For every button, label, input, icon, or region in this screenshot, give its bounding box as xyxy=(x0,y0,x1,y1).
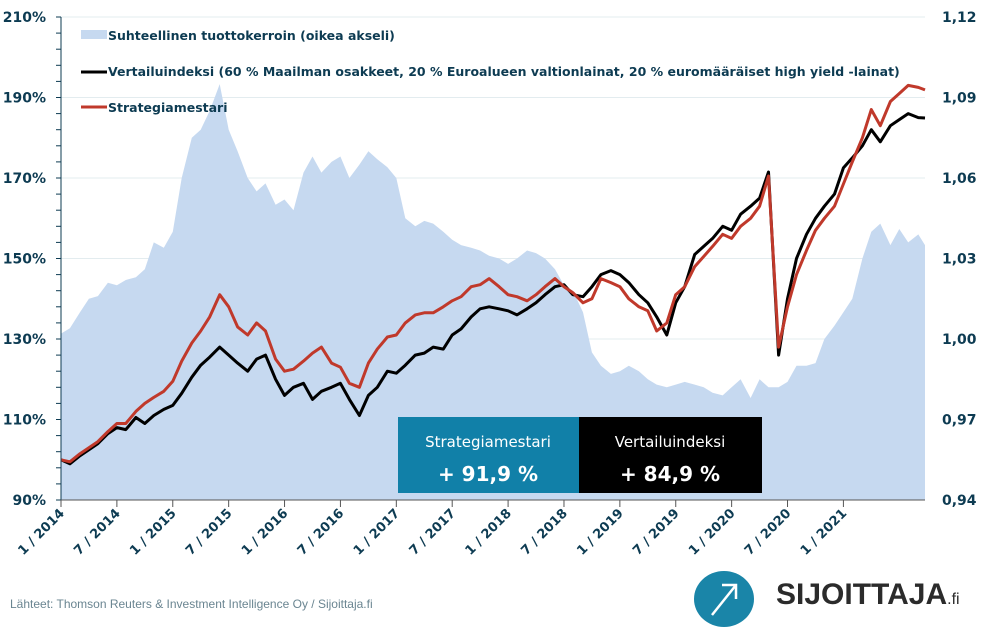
x-tick-label: 1 / 2019 xyxy=(574,506,626,558)
result-box-benchmark: Vertailuindeksi + 84,9 % xyxy=(579,417,762,493)
source-note: Lähteet: Thomson Reuters & Investment In… xyxy=(10,597,373,611)
y-tick-label: 90% xyxy=(12,493,46,509)
area-series-relative-return xyxy=(61,84,925,500)
sijoittaja-logo[interactable]: SIJOITTAJA.fi xyxy=(692,570,977,627)
result-box-strategy-label: Strategiamestari xyxy=(425,433,551,451)
y-tick-label: 170% xyxy=(3,171,46,187)
y2-tick-label: 1,06 xyxy=(942,171,977,187)
legend-item-strategy: Strategiamestari xyxy=(81,100,228,115)
y-tick-label: 210% xyxy=(3,10,46,26)
arrow-up-right-icon xyxy=(694,571,754,627)
x-tick-label: 7 / 2020 xyxy=(742,506,794,558)
y-tick-label: 150% xyxy=(3,252,46,268)
y-axis-right-ticks: 1,12 1,09 1,06 1,03 1,00 0,97 0,94 xyxy=(942,10,977,509)
y2-tick-label: 0,94 xyxy=(942,493,977,509)
logo-wordmark: SIJOITTAJA.fi xyxy=(776,578,960,612)
y2-tick-label: 1,12 xyxy=(942,10,977,26)
x-tick-label: 1 / 2017 xyxy=(351,506,403,558)
y2-tick-label: 1,03 xyxy=(942,252,977,268)
x-tick-label: 1 / 2016 xyxy=(239,506,291,558)
legend-swatch-area xyxy=(81,30,107,39)
legend-item-benchmark: Vertailuindeksi (60 % Maailman osakkeet,… xyxy=(81,64,900,79)
logo-suffix: .fi xyxy=(947,591,960,608)
result-box-strategy-value: + 91,9 % xyxy=(438,462,538,486)
x-tick-label: 1 / 2021 xyxy=(798,506,850,558)
relative-return-area xyxy=(61,84,925,500)
y2-tick-label: 1,00 xyxy=(942,332,977,348)
x-tick-label: 1 / 2018 xyxy=(463,506,515,558)
x-tick-label: 7 / 2015 xyxy=(183,506,235,558)
y-axis-left-ticks: 210% 190% 170% 150% 130% 110% 90% xyxy=(3,10,46,509)
result-box-strategy: Strategiamestari + 91,9 % xyxy=(398,417,579,493)
x-tick-label: 7 / 2018 xyxy=(518,506,570,558)
y-tick-label: 190% xyxy=(3,91,46,107)
series-lines xyxy=(60,83,926,466)
legend-item-relative-return: Suhteellinen tuottokerroin (oikea akseli… xyxy=(81,28,395,43)
y2-tick-label: 1,09 xyxy=(942,91,977,107)
x-tick-label: 7 / 2014 xyxy=(71,506,123,558)
x-tick-label: 7 / 2019 xyxy=(630,506,682,558)
result-box-benchmark-bg xyxy=(579,417,762,493)
x-tick-label: 1 / 2014 xyxy=(15,506,67,558)
legend-label: Suhteellinen tuottokerroin (oikea akseli… xyxy=(108,28,395,43)
x-tick-label: 7 / 2016 xyxy=(295,506,347,558)
line-series-strategy xyxy=(60,83,926,464)
x-tick-label: 1 / 2015 xyxy=(127,506,179,558)
result-box-benchmark-label: Vertailuindeksi xyxy=(615,433,726,451)
x-tick-label: 7 / 2017 xyxy=(407,506,459,558)
logo-name: SIJOITTAJA xyxy=(776,578,948,611)
y-tick-label: 130% xyxy=(3,332,46,348)
result-box-benchmark-value: + 84,9 % xyxy=(620,462,720,486)
y-tick-label: 110% xyxy=(3,413,46,429)
y2-tick-label: 0,97 xyxy=(942,413,977,429)
x-tick-label: 1 / 2020 xyxy=(686,506,738,558)
legend-label: Vertailuindeksi (60 % Maailman osakkeet,… xyxy=(108,64,900,79)
x-axis-ticks: 1 / 2014 7 / 2014 1 / 2015 7 / 2015 1 / 2016… xyxy=(15,500,850,559)
axes xyxy=(56,16,925,501)
legend-label: Strategiamestari xyxy=(108,100,228,115)
result-box-strategy-bg xyxy=(398,417,579,493)
legend: Suhteellinen tuottokerroin (oikea akseli… xyxy=(81,28,900,115)
